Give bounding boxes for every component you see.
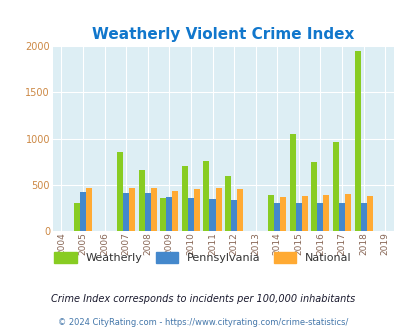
Bar <box>311 162 317 231</box>
Bar <box>273 203 279 231</box>
Bar <box>181 166 188 231</box>
Bar <box>224 177 230 231</box>
Bar <box>160 198 166 231</box>
Bar <box>301 196 307 231</box>
Bar <box>237 189 243 231</box>
Bar <box>268 194 273 231</box>
Bar <box>354 51 360 231</box>
Bar <box>317 203 323 231</box>
Bar <box>366 196 372 231</box>
Bar <box>74 203 80 231</box>
Legend: Weatherly, Pennsylvania, National: Weatherly, Pennsylvania, National <box>51 248 354 267</box>
Bar <box>129 187 135 231</box>
Bar <box>289 134 295 231</box>
Text: © 2024 CityRating.com - https://www.cityrating.com/crime-statistics/: © 2024 CityRating.com - https://www.city… <box>58 318 347 327</box>
Bar <box>86 187 92 231</box>
Bar <box>230 200 237 231</box>
Bar <box>209 199 215 231</box>
Bar <box>344 194 350 231</box>
Bar <box>323 195 329 231</box>
Bar <box>150 188 156 231</box>
Bar <box>279 197 286 231</box>
Bar <box>332 142 338 231</box>
Bar <box>80 192 86 231</box>
Bar <box>360 203 366 231</box>
Bar <box>215 188 221 231</box>
Bar <box>144 193 150 231</box>
Bar <box>139 170 144 231</box>
Text: Crime Index corresponds to incidents per 100,000 inhabitants: Crime Index corresponds to incidents per… <box>51 294 354 304</box>
Bar <box>338 203 344 231</box>
Title: Weatherly Violent Crime Index: Weatherly Violent Crime Index <box>92 27 354 42</box>
Bar <box>295 203 301 231</box>
Bar <box>117 152 123 231</box>
Bar <box>123 193 129 231</box>
Bar <box>166 197 172 231</box>
Bar <box>194 189 200 231</box>
Bar <box>172 191 178 231</box>
Bar <box>203 161 209 231</box>
Bar <box>188 198 194 231</box>
